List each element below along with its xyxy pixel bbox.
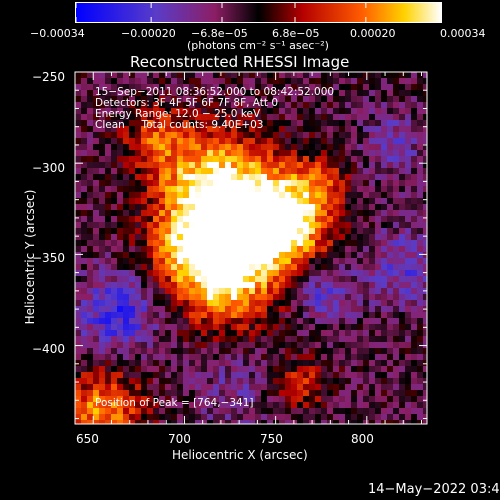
- annotation-detectors: Detectors: 3F 4F 5F 6F 7F 8F, Att 0: [95, 97, 279, 109]
- x-tick-label: 650: [76, 432, 99, 446]
- annotation-time: 15−Sep−2011 08:36:52.000 to 08:42:52.000: [95, 86, 335, 98]
- colorbar-tick-label: −0.00034: [30, 27, 85, 40]
- y-tick-label: −350: [32, 251, 65, 265]
- annotation-clean: Clean Total counts: 9.40E+03: [95, 119, 264, 131]
- plot-frame: [74, 71, 428, 425]
- chart-title: Reconstructed RHESSI Image: [130, 53, 350, 71]
- y-axis-label: Heliocentric Y (arcsec): [23, 189, 37, 325]
- colorbar-tick-label: 6.8e−05: [272, 27, 320, 40]
- colorbar-axis: [75, 3, 442, 22]
- y-tick-label: −300: [32, 161, 65, 175]
- x-axis-label: Heliocentric X (arcsec): [172, 448, 308, 462]
- heatmap-image: [75, 72, 427, 424]
- colorbar-tick-label: −6.8e−05: [191, 27, 248, 40]
- y-tick-label: −400: [32, 342, 65, 356]
- peak-position-label: Position of Peak = [764,−341]: [95, 397, 254, 409]
- x-tick-label: 750: [260, 432, 283, 446]
- x-tick-label: 700: [168, 432, 191, 446]
- x-tick-label: 800: [351, 432, 374, 446]
- annotation-energy: Energy Range: 12.0 − 25.0 keV: [95, 108, 261, 120]
- y-tick-label: −250: [32, 70, 65, 84]
- colorbar-tick-label: −0.00020: [121, 27, 176, 40]
- colorbar-tick-label: 0.00020: [350, 27, 396, 40]
- colorbar-unit-label: (photons cm⁻² s⁻¹ asec⁻²): [187, 39, 329, 52]
- colorbar-tick-label: 0.00034: [440, 27, 486, 40]
- footer-timestamp: 14−May−2022 03:43: [368, 482, 500, 497]
- colorbar: [75, 2, 442, 23]
